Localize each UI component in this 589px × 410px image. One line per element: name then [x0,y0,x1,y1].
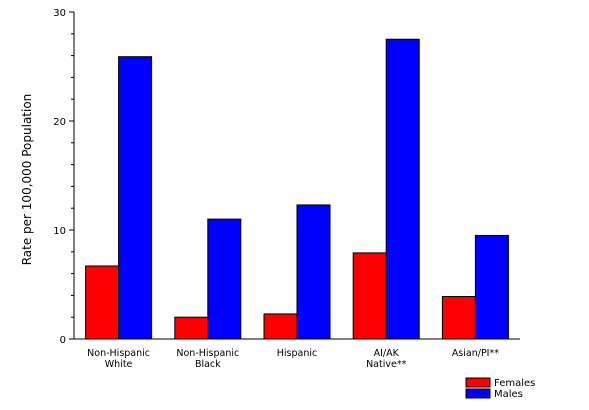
legend-swatch-females [465,377,491,388]
legend-swatch-males [465,388,491,399]
x-category-labels: Non-HispanicWhiteNon-HispanicBlackHispan… [87,348,499,370]
legend-label-females: Females [494,378,535,389]
bar-males-3 [385,38,420,340]
bar-males-0 [118,56,153,340]
bar-females-2 [263,313,298,340]
y-tick-label: 30 [53,8,66,19]
x-category-label: Black [195,359,221,370]
x-category-label: Non-Hispanic [87,348,150,359]
y-ticks: 0 10 20 30 [53,8,74,346]
x-category-label: Non-Hispanic [176,348,239,359]
y-tick-label: 10 [53,226,66,237]
bar-males-1 [207,218,242,340]
legend-label-males: Males [494,389,523,400]
x-category-label: White [105,359,133,370]
y-tick-label: 0 [60,335,66,346]
bar-males-4 [474,234,509,340]
bar-females-4 [441,295,476,340]
axis-layer [73,12,520,340]
bar-females-1 [174,316,209,340]
bar-females-0 [85,265,120,340]
x-category-label: Hispanic [277,348,317,359]
x-category-label: AI/AK [374,348,400,359]
x-category-label: Native** [366,359,407,370]
bar-males-2 [296,204,331,340]
x-category-label: Asian/PI** [452,348,499,359]
bars-layer [85,38,509,340]
y-axis-label: Rate per 100,000 Population [20,94,34,266]
y-tick-label: 20 [53,117,66,128]
bar-females-3 [352,252,387,340]
